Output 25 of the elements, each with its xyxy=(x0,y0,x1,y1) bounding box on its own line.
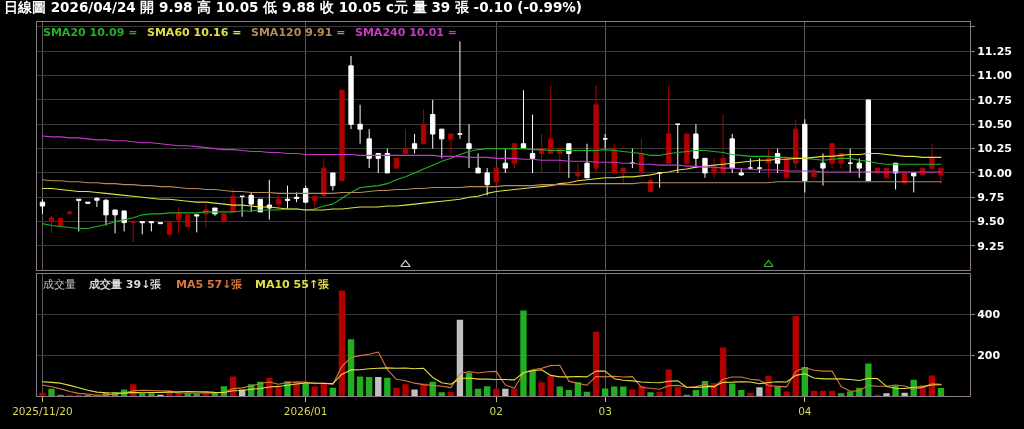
y-tick-label: 9.75 xyxy=(977,191,1005,205)
text: SMA20 10.09 = xyxy=(43,26,138,39)
y-tick-label: 9.50 xyxy=(977,215,1005,229)
y-tick-label: 10.25 xyxy=(977,142,1012,156)
y-tick-label: 11.25 xyxy=(977,45,1012,59)
y-tick-label: 10.00 xyxy=(977,166,1013,180)
y-tick-label: 400 xyxy=(977,308,1001,322)
chart-title: 日線圖 2026/04/24 開 9.98 高 10.05 低 9.88 收 10.05 c元 量 39 張 -0.10 (-0.99%) xyxy=(4,0,583,16)
chart-title: 成交量 xyxy=(43,278,76,291)
y-tick-label: 11.00 xyxy=(977,69,1013,83)
text: 成交量 39↓張 xyxy=(88,278,163,291)
y-tick-label: 200 xyxy=(977,349,1001,363)
text: SMA120 9.91 = xyxy=(251,26,346,39)
x-tick-label: 2026/01 xyxy=(283,404,328,417)
text: MA10 55↑張 xyxy=(255,278,331,291)
x-tick-label: 03 xyxy=(598,404,612,417)
text: SMA60 10.16 = xyxy=(147,26,242,39)
y-tick-label: 10.75 xyxy=(977,93,1012,107)
text: SMA240 10.01 = xyxy=(355,26,458,39)
y-tick-label: 10.50 xyxy=(977,118,1013,132)
x-tick-label: 04 xyxy=(798,404,812,417)
text: MA5 57↓張 xyxy=(176,278,244,291)
x-tick-label: 2025/11/20 xyxy=(12,404,73,417)
x-tick-label: 02 xyxy=(489,404,503,417)
y-tick-label: 9.25 xyxy=(977,239,1005,253)
